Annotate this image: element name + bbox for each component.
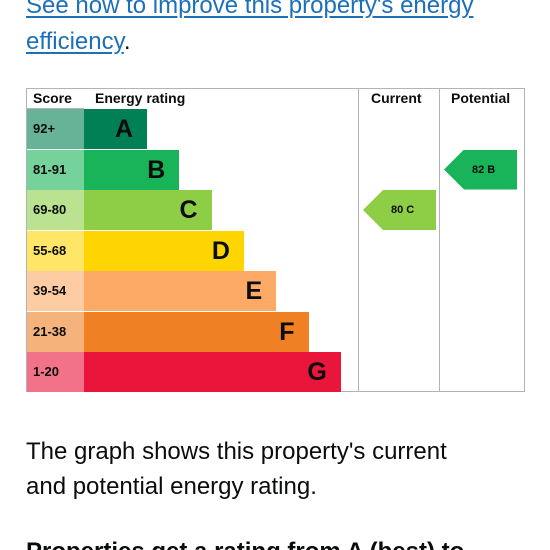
band-a: A — [84, 109, 147, 149]
summary-line-1: The graph shows this property's current — [26, 438, 447, 465]
intro-paragraph: See how to improve this property's energ… — [26, 0, 546, 60]
score-cell: 55-68 — [27, 230, 84, 271]
band-b: B — [84, 149, 180, 190]
band-g: G — [84, 352, 341, 392]
header-potential: Potential — [451, 90, 511, 106]
current-rating-label: 80 C — [391, 204, 415, 216]
header-energy-rating: Energy rating — [95, 90, 186, 106]
score-cell: 39-54 — [27, 271, 84, 311]
band-d: D — [84, 230, 244, 271]
rating-explanation-heading: Properties get a rating from A (best) to — [26, 537, 546, 550]
potential-rating-label: 82 B — [472, 163, 496, 176]
link-line-1[interactable]: See how to improve this property's energ… — [26, 0, 474, 19]
epc-chart: Score Energy rating Current Potential 92… — [26, 88, 525, 392]
band-e: E — [84, 271, 277, 311]
score-cell: 21-38 — [27, 311, 84, 352]
band-f: F — [84, 311, 309, 352]
band-c: C — [84, 190, 212, 230]
link-line-2[interactable]: efficiency — [26, 28, 124, 55]
summary-line-2: and potential energy rating. — [26, 473, 317, 500]
graph-summary: The graph shows this property's current … — [26, 434, 526, 504]
header-score: Score — [33, 90, 72, 106]
intro-punct: . — [123, 28, 131, 55]
divider-potential — [439, 88, 440, 392]
improve-efficiency-link[interactable]: See how to improve this property's energ… — [26, 0, 473, 55]
header-current: Current — [371, 90, 422, 106]
divider-current — [358, 88, 359, 392]
score-cell: 69-80 — [27, 190, 84, 230]
score-cell: 1-20 — [27, 352, 84, 392]
score-cell: 81-91 — [27, 149, 84, 190]
score-cell: 92+ — [27, 109, 84, 149]
header-rule — [26, 108, 84, 109]
